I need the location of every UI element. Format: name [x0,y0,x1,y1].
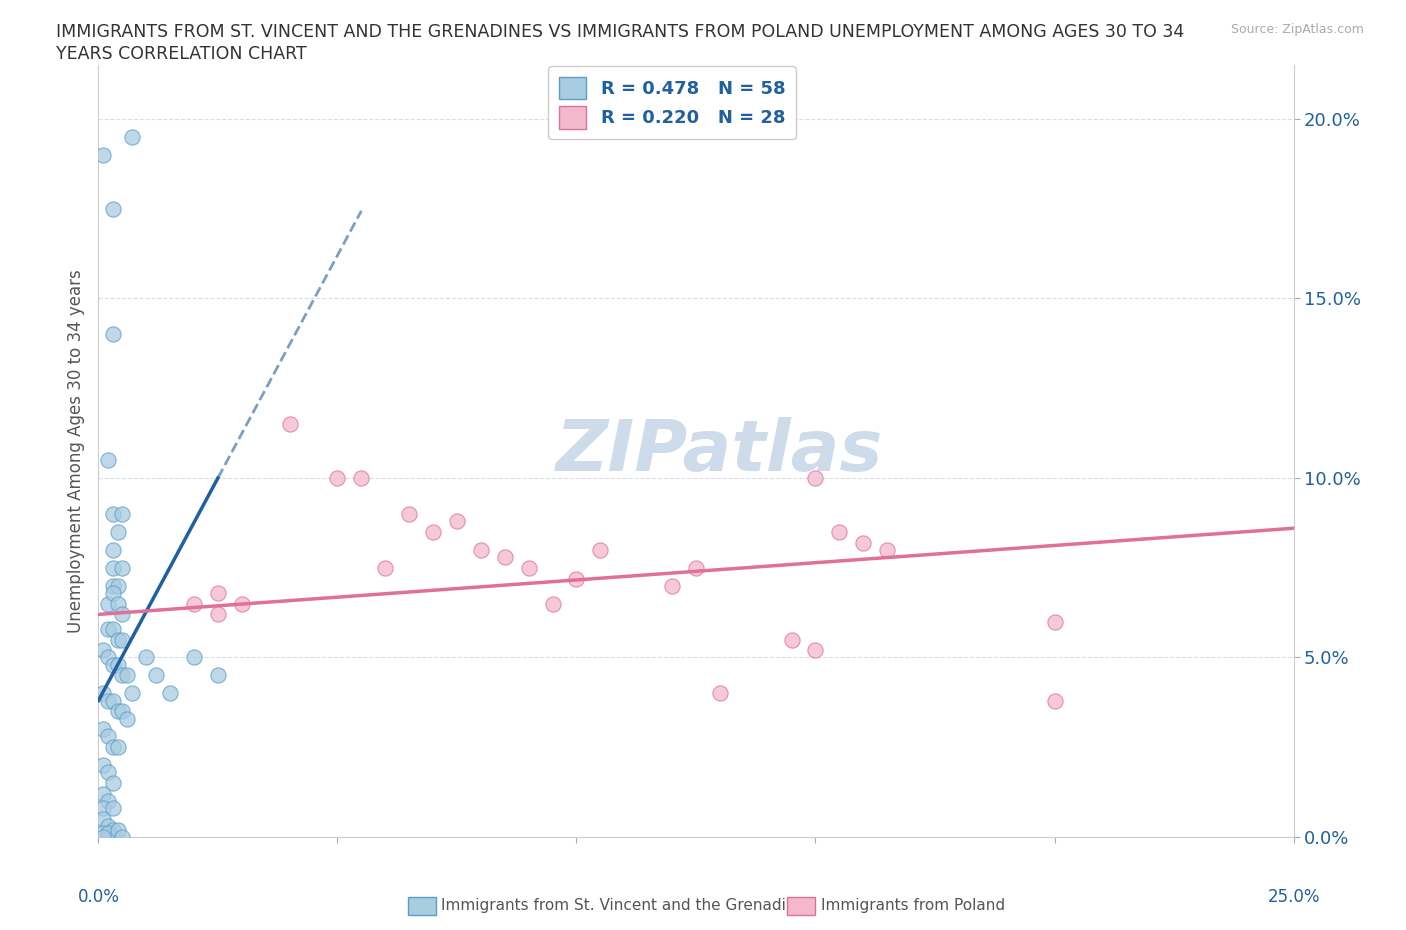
Point [101,693,124,708]
Point [91,643,114,658]
Point [101,560,124,575]
Point [470,542,492,557]
Point [804,643,827,658]
Point [107,739,129,754]
Point [121,686,143,701]
Legend: R = 0.478   N = 58, R = 0.220   N = 28: R = 0.478 N = 58, R = 0.220 N = 28 [548,66,796,140]
Point [589,542,612,557]
Point [374,560,396,575]
Point [231,596,253,611]
Text: 25.0%: 25.0% [1267,888,1320,906]
Y-axis label: Unemployment Among Ages 30 to 34 years: Unemployment Among Ages 30 to 34 years [66,269,84,633]
Point [97,793,120,808]
Point [278,417,301,432]
Point [91,758,114,773]
Point [446,513,468,528]
Point [101,739,124,754]
Point [111,507,134,522]
Point [111,560,134,575]
Point [97,650,120,665]
Point [97,596,120,611]
Point [101,621,124,636]
Point [207,668,229,683]
Point [91,812,114,827]
Text: IMMIGRANTS FROM ST. VINCENT AND THE GRENADINES VS IMMIGRANTS FROM POLAND UNEMPLO: IMMIGRANTS FROM ST. VINCENT AND THE GREN… [56,23,1184,41]
Point [111,704,134,719]
Point [541,596,564,611]
Point [91,722,114,737]
Point [101,776,124,790]
Point [97,453,120,468]
Point [91,148,114,163]
Point [91,686,114,701]
Point [852,535,875,550]
Point [97,621,120,636]
Point [107,596,129,611]
Point [111,668,134,683]
Point [101,585,124,600]
Point [111,607,134,622]
Text: ZIPatlas: ZIPatlas [557,417,883,485]
Point [101,822,124,837]
Point [135,650,157,665]
Point [101,201,124,216]
Point [685,560,707,575]
Point [91,787,114,802]
Point [709,686,731,701]
Point [804,471,827,485]
Text: 0.0%: 0.0% [77,888,120,906]
Point [115,668,138,683]
Point [97,693,120,708]
Point [422,525,444,539]
Point [97,765,120,780]
Point [828,525,851,539]
Point [91,830,114,844]
Point [1043,614,1066,629]
Point [107,822,129,837]
Point [398,507,420,522]
Point [107,632,129,647]
Point [1043,693,1066,708]
Point [661,578,683,593]
Point [97,826,120,841]
Point [517,560,540,575]
Point [107,658,129,672]
Text: Immigrants from Poland: Immigrants from Poland [821,898,1005,913]
Point [101,578,124,593]
Point [876,542,898,557]
Point [111,632,134,647]
Point [111,830,134,844]
Point [101,658,124,672]
Point [207,585,229,600]
Text: Source: ZipAtlas.com: Source: ZipAtlas.com [1230,23,1364,36]
Point [350,471,373,485]
Point [101,507,124,522]
Point [91,801,114,816]
Point [183,596,205,611]
Point [115,711,138,726]
Point [565,571,588,586]
Point [101,801,124,816]
Point [183,650,205,665]
Point [101,327,124,342]
Text: YEARS CORRELATION CHART: YEARS CORRELATION CHART [56,45,307,62]
Point [326,471,349,485]
Point [91,826,114,841]
Point [101,542,124,557]
Point [121,129,143,144]
Point [780,632,803,647]
Point [97,818,120,833]
Point [159,686,181,701]
Point [145,668,167,683]
Point [107,525,129,539]
Point [107,578,129,593]
Point [494,550,516,565]
Point [97,729,120,744]
Point [107,704,129,719]
Point [207,607,229,622]
Text: Immigrants from St. Vincent and the Grenadines: Immigrants from St. Vincent and the Gren… [441,898,814,913]
